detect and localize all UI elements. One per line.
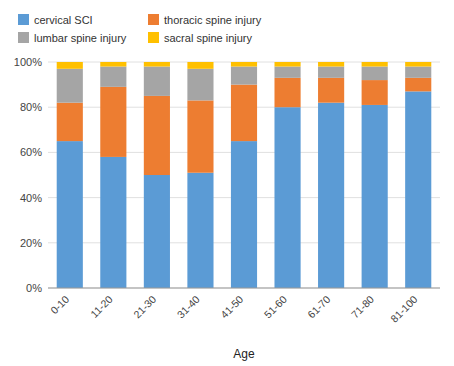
bar — [100, 62, 126, 67]
bar — [318, 78, 344, 103]
bar — [362, 67, 388, 81]
bar — [318, 67, 344, 78]
x-tick-label: 81-100 — [388, 293, 420, 325]
legend-swatch — [18, 32, 29, 43]
bar — [405, 67, 431, 78]
legend-label: lumbar spine injury — [34, 32, 127, 44]
bar — [362, 105, 388, 288]
bar — [57, 62, 83, 69]
x-tick-label: 71-80 — [349, 293, 377, 321]
bar — [57, 69, 83, 103]
bar — [57, 141, 83, 288]
bar — [231, 67, 257, 85]
legend-label: cervical SCI — [34, 14, 93, 26]
y-tick-label: 20% — [20, 237, 42, 249]
x-tick-label: 51-60 — [261, 293, 289, 321]
legend-item: sacral spine injury — [148, 32, 253, 44]
legend-swatch — [148, 32, 159, 43]
legend-label: thoracic spine injury — [164, 14, 262, 26]
bar — [362, 80, 388, 105]
bar — [144, 67, 170, 96]
x-axis — [48, 288, 440, 289]
bar — [405, 78, 431, 92]
chart: 0% 20% 40% 60% 80% 100% 0-10 11-20 21-30 31-40 41-… — [0, 0, 454, 366]
bar — [274, 78, 300, 107]
bar — [231, 141, 257, 288]
y-tick-label: 60% — [20, 146, 42, 158]
x-tick-label: 0-10 — [48, 293, 71, 316]
bar — [318, 62, 344, 67]
y-tick-label: 80% — [20, 101, 42, 113]
bar — [274, 107, 300, 288]
x-tick-label: 31-40 — [174, 293, 202, 321]
bar — [144, 62, 170, 67]
bar — [274, 67, 300, 78]
legend: cervical SCI thoracic spine injury lumbar … — [18, 14, 262, 44]
bar — [187, 62, 213, 69]
x-tick-label: 21-30 — [131, 293, 159, 321]
bar — [405, 91, 431, 288]
legend-item: thoracic spine injury — [148, 14, 262, 26]
y-tick-label: 40% — [20, 192, 42, 204]
bar — [405, 62, 431, 67]
bar — [231, 85, 257, 142]
y-tick-label: 100% — [14, 56, 42, 68]
bar — [144, 175, 170, 288]
x-tick-label: 11-20 — [88, 293, 115, 320]
bars — [57, 62, 432, 288]
bar — [100, 67, 126, 87]
x-axis-label: Age — [233, 347, 255, 361]
bar — [100, 157, 126, 288]
bar — [187, 173, 213, 288]
bar — [231, 62, 257, 67]
legend-swatch — [18, 14, 29, 25]
x-tick-label: 41-50 — [218, 293, 246, 321]
legend-item: cervical SCI — [18, 14, 93, 26]
bar — [362, 62, 388, 67]
grid-line — [48, 288, 440, 289]
bar — [144, 96, 170, 175]
bar — [187, 69, 213, 101]
bar — [187, 100, 213, 172]
bar — [274, 62, 300, 67]
legend-label: sacral spine injury — [164, 32, 253, 44]
x-tick-label: 61-70 — [305, 293, 333, 321]
bar — [100, 87, 126, 157]
legend-item: lumbar spine injury — [18, 32, 127, 44]
legend-swatch — [148, 14, 159, 25]
bar — [318, 103, 344, 288]
bar — [57, 103, 83, 141]
y-tick-label: 0% — [26, 282, 42, 294]
